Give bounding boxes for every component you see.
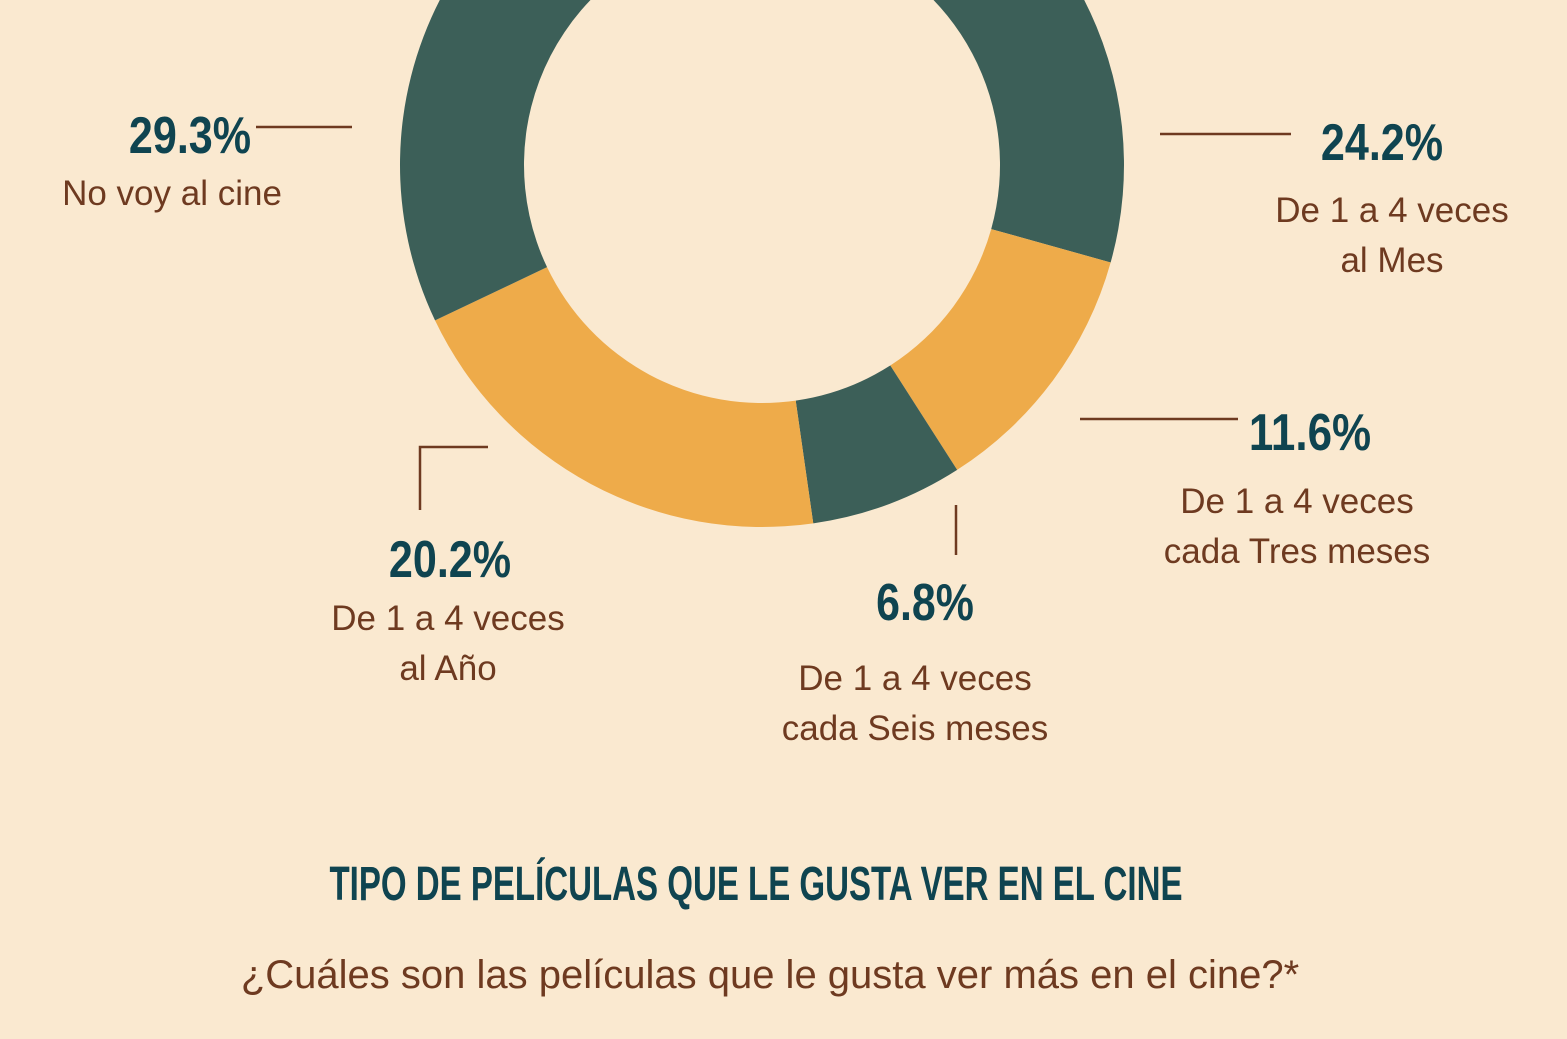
category-label: De 1 a 4 veces [1180,482,1413,521]
percent-label: 11.6% [1249,404,1371,462]
category-label: No voy al cine [62,174,282,213]
donut-slice [933,0,1124,263]
donut-slice [435,267,814,527]
category-label: cada Seis meses [782,709,1049,748]
category-label: De 1 a 4 veces [331,599,564,638]
category-label: al Mes [1340,241,1443,280]
category-label: De 1 a 4 veces [1275,191,1508,230]
leader-line [418,445,488,510]
percent-label: 6.8% [876,574,974,632]
percent-label: 20.2% [389,531,511,589]
donut-slice [400,0,591,321]
section-title: TIPO DE PELÍCULAS QUE LE GUSTA VER EN EL… [330,857,1183,911]
donut-slice [890,229,1111,470]
category-label: De 1 a 4 veces [798,659,1031,698]
category-label: cada Tres meses [1164,532,1431,571]
category-label: al Año [399,649,496,688]
percent-label: 24.2% [1321,114,1443,172]
section-subtitle: ¿Cuáles son las películas que le gusta v… [241,953,1299,997]
percent-label: 29.3% [129,107,251,165]
donut-slice [795,365,958,524]
